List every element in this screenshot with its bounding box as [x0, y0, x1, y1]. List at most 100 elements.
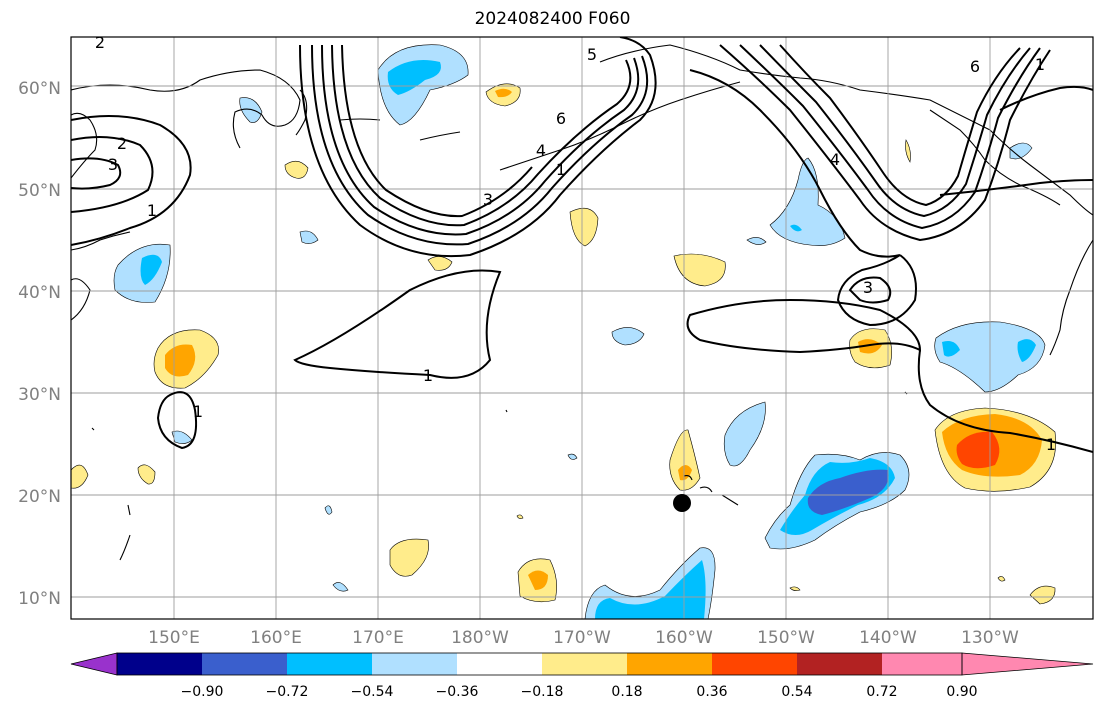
contour-line [321, 44, 640, 236]
contour-label: 1 [1035, 55, 1045, 74]
anomaly-blob [956, 431, 1000, 469]
anomaly-blob [516, 514, 524, 519]
colorbar-segment [457, 653, 542, 675]
lon-label: 180°W [451, 628, 509, 648]
coastline-alaska [599, 44, 1093, 216]
contour-label: 3 [863, 278, 873, 297]
coastline-hawaii [683, 474, 739, 506]
anomaly-blob [165, 344, 196, 377]
anomaly-blob [858, 339, 882, 354]
contour-line [739, 44, 1041, 230]
contour-label: 6 [970, 57, 980, 76]
anomaly-blob [942, 341, 960, 357]
colorbar-segment [797, 653, 882, 675]
colorbar-tick-label: 0.54 [781, 684, 812, 700]
anomaly-blob [997, 576, 1006, 582]
contour-label: 1 [1046, 435, 1056, 454]
anomaly-blob [284, 160, 309, 179]
contour-label: 2 [95, 33, 105, 52]
lon-label: 160°E [250, 628, 302, 648]
colorbar-segment [372, 653, 457, 675]
anomaly-blob [137, 464, 156, 485]
colorbar-frame [116, 652, 963, 676]
anomaly-blob [769, 157, 846, 246]
contour-line [341, 44, 533, 218]
contour-line [686, 298, 922, 354]
colorbar-extend-low [70, 652, 118, 676]
anomaly-blob [669, 429, 701, 491]
anomaly-blob [746, 237, 767, 245]
contour-line [71, 157, 122, 190]
anomaly-blob [528, 570, 548, 590]
contour-label: 2 [117, 134, 127, 153]
anomaly-blob [299, 230, 319, 244]
anomaly-blob [569, 207, 599, 247]
coastlines [71, 44, 1093, 561]
contour-line [331, 44, 632, 227]
contour-labels: 1 1 1 1 1 1 2 2 3 3 3 4 4 5 6 6 [95, 33, 1056, 454]
anomaly-blob [71, 464, 89, 489]
map-title: 2024082400 F060 [474, 9, 631, 29]
contour-label: 1 [193, 402, 203, 421]
contour-line [689, 69, 917, 327]
lon-label: 170°E [352, 628, 404, 648]
coastline-westna [1049, 239, 1093, 356]
colorbar-tick-label: 0.72 [866, 684, 897, 700]
contour-label: 3 [108, 155, 118, 174]
coastline-japan [71, 231, 131, 251]
storm-center-marker [673, 494, 691, 512]
colorbar-tick-label: −0.72 [266, 684, 309, 700]
colorbar-segment [287, 653, 372, 675]
contour-line [71, 136, 154, 213]
contour-line [293, 269, 502, 379]
anomaly-blob [678, 465, 692, 481]
latitude-axis: 10°N 20°N 30°N 40°N 50°N 60°N [18, 79, 61, 609]
anomaly-blob [567, 453, 578, 460]
lat-label: 50°N [18, 181, 61, 201]
contour-label: 4 [536, 141, 546, 160]
colorbar-tick-label: 0.90 [946, 684, 977, 700]
contour-label: 4 [830, 150, 840, 169]
contour-label: 5 [587, 45, 597, 64]
colorbar-segment [627, 653, 712, 675]
longitude-axis: 150°E 160°E 170°E 180°W 170°W 160°W 150°… [148, 628, 1019, 648]
anomaly-blob [332, 582, 349, 592]
anomaly-blob [1009, 142, 1033, 160]
colorbar-segment [542, 653, 627, 675]
colorbar-tick-label: 0.18 [611, 684, 642, 700]
contour-label: 6 [556, 109, 566, 128]
contour-label: 3 [483, 190, 493, 209]
colorbar-tick-label: −0.90 [181, 684, 224, 700]
anomaly-blob [140, 254, 162, 285]
lat-label: 40°N [18, 283, 61, 303]
colorbar-tick-label: −0.54 [351, 684, 394, 700]
contour-label: 1 [556, 160, 566, 179]
contour-line [299, 37, 657, 258]
colorbar-segment [712, 653, 797, 675]
contour-line [779, 44, 1021, 207]
colorbar-segment [117, 653, 202, 675]
anomaly-blob [807, 469, 889, 515]
contour-line [848, 276, 892, 304]
coastline-asia [71, 69, 301, 321]
lat-label: 30°N [18, 385, 61, 405]
contour-line [311, 44, 649, 246]
colorbar-extend-high [961, 652, 1094, 676]
lon-label: 160°W [655, 628, 713, 648]
lon-label: 150°E [148, 628, 200, 648]
colorbar-segment [202, 653, 287, 675]
anomaly-blob [905, 139, 911, 163]
contour-line [759, 44, 1031, 218]
grid-lines [71, 37, 1093, 619]
contour-line [939, 179, 1093, 196]
contour-line [999, 85, 1093, 111]
anomaly-blob [790, 224, 802, 232]
contour-line [719, 44, 1051, 242]
contour-line [917, 349, 1093, 453]
anomaly-blob [427, 256, 453, 271]
anomaly-blob [723, 401, 766, 467]
anomaly-blob [1017, 339, 1036, 362]
anomaly-blob [789, 586, 801, 591]
colorbar-tick-label: 0.36 [696, 684, 727, 700]
colorbar-segment [882, 653, 962, 675]
